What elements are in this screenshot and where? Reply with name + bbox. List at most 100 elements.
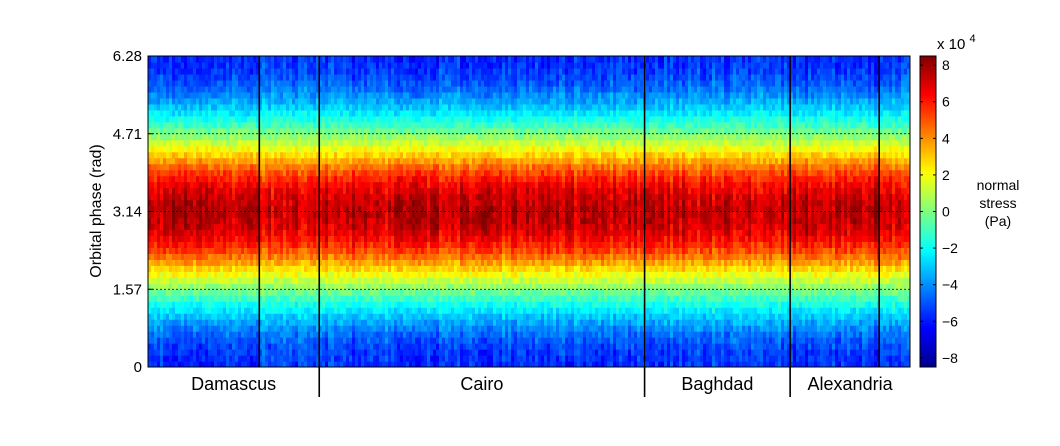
- heatmap-cell: [319, 235, 323, 243]
- heatmap-cell: [175, 271, 179, 278]
- heatmap-cell: [184, 247, 188, 254]
- heatmap-cell: [334, 121, 338, 129]
- heatmap-cell: [295, 283, 299, 290]
- heatmap-cell: [199, 193, 203, 201]
- heatmap-cell: [292, 241, 296, 248]
- heatmap-cell: [316, 151, 320, 159]
- heatmap-cell: [253, 61, 257, 69]
- heatmap-cell: [325, 295, 329, 302]
- heatmap-cell: [331, 259, 335, 266]
- heatmap-cell: [313, 181, 317, 189]
- heatmap-cell: [205, 145, 209, 153]
- heatmap-cell: [172, 325, 176, 332]
- heatmap-cell: [196, 79, 200, 87]
- heatmap-cell: [196, 325, 200, 332]
- heatmap-cell: [325, 361, 329, 367]
- heatmap-cell: [274, 145, 278, 153]
- heatmap-cell: [259, 313, 263, 320]
- heatmap-cell: [259, 151, 263, 159]
- heatmap-cell: [319, 325, 323, 332]
- heatmap-cell: [316, 241, 320, 248]
- heatmap-cell: [304, 109, 308, 117]
- heatmap-cell: [274, 56, 278, 63]
- heatmap-cell: [334, 343, 338, 350]
- heatmap-cell: [151, 325, 155, 332]
- heatmap-cell: [253, 151, 257, 159]
- heatmap-cell: [178, 235, 182, 243]
- heatmap-cell: [163, 103, 167, 111]
- heatmap-cell: [346, 109, 350, 117]
- heatmap-cell: [178, 181, 182, 189]
- heatmap-cell: [211, 67, 215, 75]
- heatmap-cell: [220, 127, 224, 135]
- heatmap-cell: [274, 229, 278, 237]
- heatmap-cell: [301, 355, 305, 362]
- heatmap-cell: [274, 277, 278, 284]
- heatmap-cell: [307, 97, 311, 105]
- heatmap-cell: [304, 235, 308, 243]
- heatmap-cell: [307, 313, 311, 320]
- heatmap-cell: [154, 169, 158, 177]
- heatmap-cell: [325, 187, 329, 195]
- heatmap-cell: [211, 223, 215, 231]
- heatmap-cell: [286, 115, 290, 123]
- heatmap-cell: [211, 331, 215, 338]
- heatmap-cell: [223, 61, 227, 69]
- heatmap-cell: [283, 223, 287, 231]
- heatmap-cell: [292, 319, 296, 326]
- heatmap-cell: [187, 56, 191, 63]
- heatmap-cell: [310, 295, 314, 302]
- heatmap-cell: [337, 181, 341, 189]
- heatmap-cell: [271, 295, 275, 302]
- heatmap-cell: [178, 91, 182, 99]
- heatmap-cell: [169, 223, 173, 231]
- heatmap-cell: [154, 67, 158, 75]
- heatmap-cell: [148, 283, 152, 290]
- heatmap-cell: [226, 295, 230, 302]
- heatmap-cell: [187, 229, 191, 237]
- heatmap-cell: [340, 91, 344, 99]
- heatmap-cell: [205, 85, 209, 93]
- heatmap-cell: [172, 301, 176, 308]
- heatmap-cell: [226, 325, 230, 332]
- heatmap-cell: [196, 187, 200, 195]
- heatmap-cell: [244, 193, 248, 201]
- heatmap-cell: [280, 193, 284, 201]
- heatmap-cell: [346, 97, 350, 105]
- heatmap-cell: [331, 235, 335, 243]
- heatmap-cell: [202, 133, 206, 141]
- heatmap-cell: [250, 283, 254, 290]
- heatmap-cell: [304, 91, 308, 99]
- heatmap-cell: [274, 331, 278, 338]
- heatmap-cell: [343, 331, 347, 338]
- heatmap-cell: [232, 121, 236, 129]
- heatmap-cell: [331, 73, 335, 81]
- heatmap-cell: [244, 247, 248, 254]
- heatmap-cell: [229, 283, 233, 290]
- heatmap-cell: [226, 163, 230, 171]
- heatmap-cell: [316, 109, 320, 117]
- heatmap-cell: [187, 127, 191, 135]
- heatmap-cell: [232, 223, 236, 231]
- heatmap-cell: [319, 307, 323, 314]
- heatmap-cell: [202, 355, 206, 362]
- heatmap-cell: [298, 289, 302, 296]
- heatmap-cell: [190, 295, 194, 302]
- heatmap-cell: [244, 343, 248, 350]
- heatmap-cell: [280, 217, 284, 225]
- heatmap-cell: [181, 175, 185, 183]
- heatmap-cell: [277, 157, 281, 165]
- heatmap-cell: [241, 169, 245, 177]
- heatmap-cell: [307, 325, 311, 332]
- heatmap-cell: [301, 127, 305, 135]
- heatmap-cell: [250, 91, 254, 99]
- heatmap-cell: [253, 109, 257, 117]
- heatmap-cell: [205, 121, 209, 129]
- heatmap-cell: [295, 109, 299, 117]
- heatmap-cell: [217, 169, 221, 177]
- heatmap-cell: [295, 97, 299, 105]
- heatmap-cell: [298, 145, 302, 153]
- heatmap-cell: [199, 229, 203, 237]
- heatmap-cell: [175, 337, 179, 344]
- heatmap-cell: [337, 199, 341, 207]
